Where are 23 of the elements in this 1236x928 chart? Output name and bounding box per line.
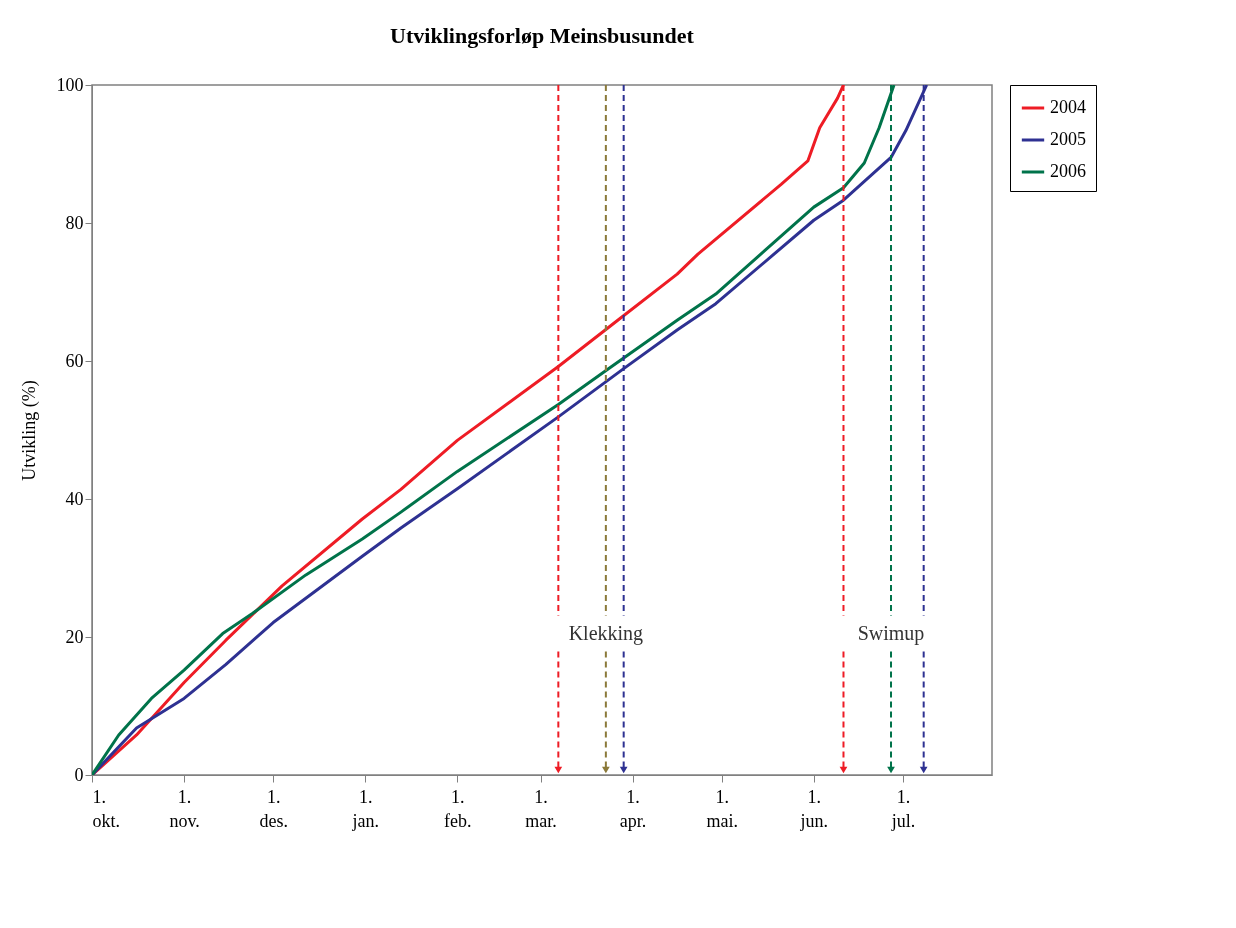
legend-label: 2004 [1050, 97, 1086, 117]
legend-label: 2005 [1050, 129, 1086, 149]
y-tick-label: 40 [65, 488, 84, 509]
y-tick-label: 100 [56, 74, 84, 95]
ref-line-label: Swimup [857, 621, 925, 645]
x-tick-label: 1. jan. [351, 786, 380, 831]
y-tick-label: 0 [74, 764, 84, 785]
chart-title: Utviklingsforløp Meinsbusundet [390, 23, 695, 48]
x-tick-label: 1. jul. [890, 786, 916, 831]
y-tick-label: 20 [65, 626, 84, 647]
x-tick-label: 1. mar. [525, 786, 557, 831]
x-tick-label: 1. des. [259, 786, 288, 831]
y-tick-label: 80 [65, 212, 84, 233]
x-tick-label: 1. nov. [169, 786, 200, 831]
legend-label: 2006 [1050, 161, 1086, 181]
x-tick-label: 1. feb. [444, 786, 472, 831]
x-tick-label: 1. apr. [619, 786, 647, 831]
y-tick-label: 60 [65, 350, 84, 371]
x-tick-label: 1. mai. [706, 786, 738, 831]
x-tick-label: 1. okt. [92, 786, 121, 831]
x-tick-label: 1. jun. [799, 786, 829, 831]
y-axis-title: Utvikling (%) [18, 380, 40, 481]
ref-line-label: Klekking [568, 621, 644, 645]
